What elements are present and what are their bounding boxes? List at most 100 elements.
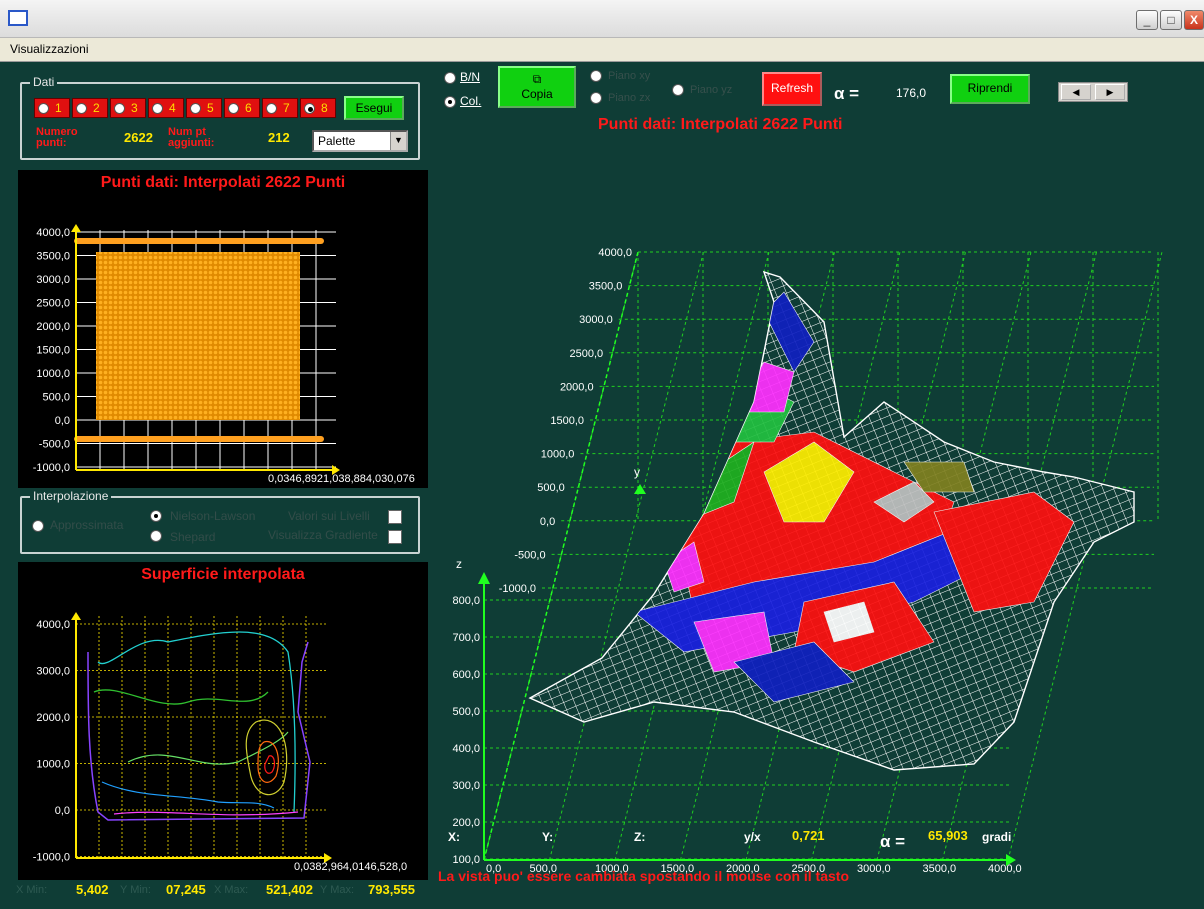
palette-select[interactable]: Palette ▼: [312, 130, 408, 152]
col-radio[interactable]: [444, 96, 456, 108]
dataset-radio-6[interactable]: 6: [224, 98, 260, 118]
surface-z-tick: 800,0: [452, 595, 480, 607]
surface-back-ticks: 4000,0 3500,0 3000,0 2500,0 2000,0 1500,0 1000…: [499, 247, 632, 595]
alpha-value: 176,0: [896, 86, 927, 100]
valori-livelli-label: Valori sui Livelli: [288, 509, 370, 523]
num-pt-aggiunti-value: 212: [268, 130, 290, 145]
app-icon: [8, 10, 28, 26]
title-bar: _ □ X: [0, 0, 1204, 38]
contour-y-tick: 4000,0: [36, 619, 70, 631]
radio-label: 4: [169, 101, 176, 115]
visualizza-gradiente-checkbox[interactable]: [388, 530, 402, 544]
close-button[interactable]: X: [1184, 10, 1204, 30]
surface-back-tick: 2000,0: [560, 381, 594, 393]
scroll-left-icon[interactable]: ◀: [1061, 84, 1091, 100]
minimize-button[interactable]: _: [1136, 10, 1158, 30]
yx-value: 0,721: [792, 828, 825, 843]
refresh-button[interactable]: Refresh: [762, 72, 822, 106]
xmax-label: X Max:: [214, 884, 249, 896]
visualizza-gradiente-label: Visualizza Gradiente: [268, 528, 378, 542]
approssimata-radio[interactable]: [32, 520, 44, 532]
piano-xy-radio[interactable]: [590, 70, 602, 82]
scatter-title: Punti dati: Interpolati 2622 Punti: [100, 174, 346, 191]
nielson-lawson-radio[interactable]: [150, 510, 162, 522]
scatter-y-tick: 2000,0: [36, 321, 70, 333]
surface-patch-yellow: [763, 441, 855, 523]
shepard-label: Shepard: [170, 530, 216, 544]
radio-dot: [38, 103, 49, 114]
surface-back-tick: 4000,0: [598, 247, 632, 259]
menu-visualizzazioni[interactable]: Visualizzazioni: [10, 42, 89, 56]
contour-y-arrow: [71, 612, 81, 620]
readout-x-label: X:: [448, 830, 460, 844]
copia-button[interactable]: ⧉ Copia: [498, 66, 576, 108]
surface-back-tick: 500,0: [537, 482, 565, 494]
ymin-label: Y Min:: [120, 884, 151, 896]
col-label: Col.: [460, 94, 482, 108]
piano-zx-radio[interactable]: [590, 92, 602, 104]
approssimata-label: Approssimata: [50, 518, 124, 532]
dataset-radio-1[interactable]: 1: [34, 98, 70, 118]
contour-line: [93, 689, 269, 705]
contour-yticks: 4000,0 3000,0 2000,0 1000,0 0,0 -1000,0: [33, 619, 70, 864]
scroll-right-icon[interactable]: ▶: [1095, 84, 1125, 100]
xmin-value: 5,402: [76, 882, 109, 897]
xmax-value: 521,402: [266, 882, 313, 897]
radio-dot: [152, 103, 163, 114]
contour-y-tick: 1000,0: [36, 759, 70, 771]
maximize-button[interactable]: □: [1160, 10, 1182, 30]
scatter-y-tick: 1500,0: [36, 345, 70, 357]
shepard-radio[interactable]: [150, 530, 162, 542]
scatter-y-tick: 0,0: [55, 415, 70, 427]
esegui-button[interactable]: Esegui: [344, 96, 404, 120]
surface-back-tick: 1500,0: [550, 415, 584, 427]
dataset-radio-8[interactable]: 8: [300, 98, 336, 118]
surface-back-tick: -1000,0: [499, 583, 536, 595]
dataset-radio-7[interactable]: 7: [262, 98, 298, 118]
surface-z-label: z: [456, 557, 462, 571]
surface-color-patches: [633, 291, 1075, 703]
surface-x-arrow: [1006, 854, 1016, 866]
surface-back-tick: 0,0: [540, 516, 555, 528]
piano-yz-radio[interactable]: [672, 84, 684, 96]
contour-line: [113, 811, 299, 816]
contour-y-tick: 0,0: [55, 805, 70, 817]
radio-label: 3: [131, 101, 138, 115]
readout-z-label: Z:: [634, 830, 646, 844]
scatter-x-ticks: 0,0346,8921,038,884,030,076: [268, 473, 415, 485]
contour-panel: Superficie interpolata 4000,0 3000,0 2000,…: [18, 562, 428, 880]
scatter-y-tick: 4000,0: [36, 227, 70, 239]
surface-back-tick: 3500,0: [589, 281, 623, 293]
scatter-y-tick: -1000,0: [33, 462, 70, 474]
piano-xy-label: Piano xy: [608, 70, 651, 82]
surface-chart: y z 4000,0 3500,0 3000,0 2500,0 2000,0 1500,0…: [452, 247, 1163, 875]
dataset-radio-4[interactable]: 4: [148, 98, 184, 118]
valori-livelli-checkbox[interactable]: [388, 510, 402, 524]
dataset-radio-2[interactable]: 2: [72, 98, 108, 118]
radio-label: 1: [55, 101, 62, 115]
scatter-panel: Punti dati: Interpolati 2622 Punti 4000,…: [18, 170, 428, 488]
radio-label: 5: [207, 101, 214, 115]
interpolazione-group: Interpolazione Approssimata Nielson-Laws…: [20, 489, 420, 554]
surface-x-tick: 1000,0: [595, 863, 629, 875]
riprendi-button[interactable]: Riprendi: [950, 74, 1030, 104]
dataset-radio-3[interactable]: 3: [110, 98, 146, 118]
surface-back-tick: 3000,0: [579, 314, 613, 326]
surface-gridline-floor: [549, 251, 704, 861]
surface-z-tick: 300,0: [452, 780, 480, 792]
bn-radio[interactable]: [444, 72, 456, 84]
scatter-yticks: 4000,0 3500,0 3000,0 2500,0 2000,0 1500,0 1000…: [33, 227, 70, 474]
scatter-x-arrow: [332, 465, 340, 475]
surface-y-label: y: [634, 465, 640, 479]
scatter-points-row-bottom: [74, 436, 324, 442]
contour-y-tick: 2000,0: [36, 712, 70, 724]
dataset-radio-5[interactable]: 5: [186, 98, 222, 118]
radio-dot-selected: [304, 103, 315, 114]
surface-y-arrow: [634, 484, 646, 494]
contour-line: [101, 781, 275, 809]
contour-y-tick: 3000,0: [36, 666, 70, 678]
scatter-y-tick: 1000,0: [36, 368, 70, 380]
horizontal-scrollbar[interactable]: ◀ ▶: [1058, 82, 1128, 102]
ymax-value: 793,555: [368, 882, 415, 897]
scatter-points-row-top: [74, 238, 324, 244]
